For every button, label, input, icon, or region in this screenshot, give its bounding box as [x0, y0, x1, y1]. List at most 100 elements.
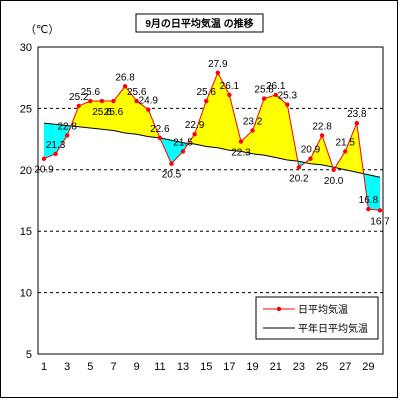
fill-segment: [90, 101, 102, 130]
fill-segment: [217, 72, 230, 151]
data-point-day-28: [354, 120, 360, 126]
data-label-day-1: 20.9: [34, 165, 54, 176]
data-label-day-8: 26.8: [115, 72, 135, 83]
data-point-day-15: [204, 98, 209, 104]
fill-segment: [101, 101, 114, 131]
data-point-day-4: [76, 103, 81, 109]
x-axis-ticks: 1 3 5 7 9 11 13 15 17 19 21 23 25 27 29: [41, 361, 375, 373]
data-label-day-30: 16.7: [370, 216, 390, 227]
normal-line: [43, 122, 381, 178]
data-label-day-7: 25.6: [104, 107, 124, 118]
data-point-day-25: [319, 133, 325, 138]
data-label-day-9: 25.6: [127, 87, 147, 98]
normal-series: [43, 122, 381, 178]
data-point-day-22: [285, 102, 290, 107]
data-label-day-25: 22.8: [312, 121, 332, 132]
fill-segment: [345, 123, 357, 173]
data-label-day-15: 25.6: [196, 87, 216, 98]
x-tick-label-7: 7: [110, 361, 116, 373]
fill-segment: [125, 86, 137, 135]
data-point-day-29: [366, 206, 371, 212]
data-point-day-8: [122, 84, 128, 89]
data-label-day-17: 26.1: [220, 81, 240, 92]
x-tick-label-3: 3: [64, 361, 70, 373]
data-point-day-21: [273, 92, 278, 98]
x-tick-label-29: 29: [362, 361, 374, 373]
data-label-day-12: 20.5: [162, 170, 182, 181]
fill-segment: [78, 101, 91, 128]
data-point-day-1: [41, 156, 47, 161]
data-point-day-14: [192, 131, 197, 137]
x-tick-label-19: 19: [246, 361, 258, 373]
data-label-day-5: 25.6: [81, 87, 101, 98]
fill-segment: [206, 72, 218, 148]
data-point-day-3: [64, 133, 70, 138]
fill-segment: [44, 123, 56, 159]
x-tick-label-15: 15: [200, 361, 212, 373]
data-label-day-26: 20.0: [324, 176, 344, 187]
data-point-day-19: [250, 128, 255, 133]
data-label-day-23: 20.2: [289, 173, 309, 184]
data-label-day-3: 22.8: [57, 121, 77, 132]
legend-actual-label: 日平均気温: [298, 303, 348, 316]
fill-segment: [194, 101, 207, 147]
data-point-day-27: [343, 149, 348, 154]
legend: 日平均気温 平年日平均気温: [255, 296, 379, 340]
x-tick-label-11: 11: [154, 361, 165, 373]
fill-segment: [229, 94, 241, 152]
x-tick-label-25: 25: [316, 361, 328, 373]
y-tick-label-30: 30: [20, 42, 32, 54]
y-tick-label-15: 15: [20, 226, 32, 238]
data-labels: 20.921.322.825.225.625.625.626.825.624.9…: [34, 59, 390, 228]
data-point-day-11: [157, 135, 163, 141]
y-axis-ticks: 5 10 15 20 25 30: [20, 42, 32, 361]
data-label-day-10: 24.9: [139, 96, 159, 107]
y-axis-label: （℃）: [25, 23, 59, 36]
fill-segment: [136, 101, 149, 137]
fill-segment: [264, 94, 276, 158]
data-point-day-20: [261, 96, 267, 101]
legend-actual-marker: [276, 306, 282, 312]
y-tick-label-20: 20: [20, 165, 32, 177]
x-tick-label-23: 23: [293, 361, 305, 373]
chart-title: 9月の日平均気温 の推移: [145, 17, 253, 30]
fill-segment: [252, 98, 265, 156]
data-point-day-2: [53, 151, 58, 157]
data-label-day-29: 16.8: [359, 195, 379, 206]
data-label-day-11: 22.6: [150, 124, 170, 135]
data-point-day-10: [146, 107, 151, 112]
data-point-day-17: [227, 92, 232, 98]
data-point-day-18: [238, 139, 244, 144]
data-label-day-27: 21.5: [336, 137, 356, 148]
y-tick-label-5: 5: [26, 349, 32, 361]
data-point-day-6: [99, 98, 105, 104]
fill-segment: [368, 174, 380, 211]
data-point-day-16: [215, 70, 220, 75]
difference-fill: [44, 72, 380, 211]
data-label-day-18: 22.3: [231, 148, 251, 159]
legend-box: [255, 296, 379, 340]
data-point-day-13: [180, 149, 186, 154]
x-tick-label-5: 5: [87, 361, 93, 373]
data-label-day-21: 26.1: [266, 81, 286, 92]
data-label-day-13: 21.5: [173, 137, 193, 148]
data-point-day-12: [169, 161, 174, 166]
data-label-day-2: 21.3: [46, 140, 66, 151]
fill-segment: [171, 140, 183, 164]
x-tick-label-9: 9: [134, 361, 140, 373]
data-label-day-19: 23.2: [243, 117, 263, 128]
fill-segment: [310, 135, 323, 165]
data-label-day-24: 20.9: [301, 145, 321, 156]
data-label-day-6: 25.6: [92, 107, 112, 118]
y-tick-label-25: 25: [20, 103, 32, 115]
x-tick-label-1: 1: [41, 361, 47, 373]
title-box: [135, 13, 264, 33]
data-label-day-16: 27.9: [208, 59, 228, 70]
data-label-day-22: 25.3: [278, 91, 298, 102]
fill-segment: [55, 124, 68, 154]
data-point-day-7: [111, 98, 116, 104]
fill-segment: [275, 94, 288, 160]
x-tick-label-27: 27: [339, 361, 351, 373]
y-tick-label-10: 10: [20, 288, 32, 300]
data-point-day-23: [296, 165, 302, 170]
